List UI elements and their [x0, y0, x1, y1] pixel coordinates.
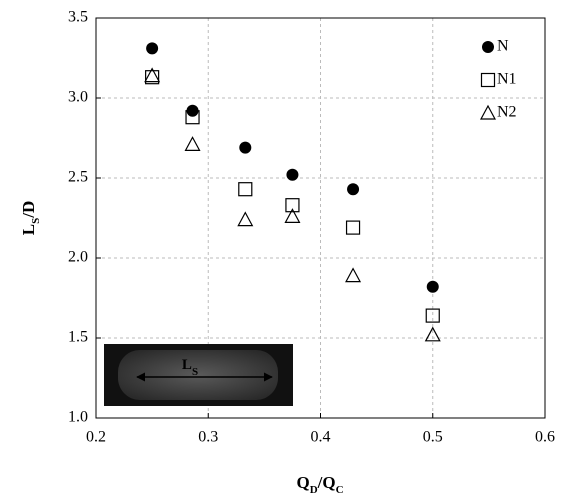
- label-part: /Q: [317, 473, 336, 492]
- x-tick-label: 0.3: [198, 429, 218, 446]
- label-part: Q: [296, 473, 309, 492]
- label-part: /D: [19, 201, 38, 219]
- y-tick-label: 3.0: [68, 89, 88, 106]
- legend-label: N1: [497, 71, 517, 88]
- point: [345, 267, 362, 283]
- label-part: S: [30, 218, 42, 224]
- legend-marker: [479, 104, 497, 120]
- x-tick-label: 0.4: [311, 429, 331, 446]
- legend-label: N2: [497, 104, 517, 121]
- x-tick-label: 0.6: [535, 429, 555, 446]
- y-tick-label: 2.5: [68, 169, 88, 186]
- point: [347, 183, 360, 196]
- axes: 1.0 1.5 2.0 2.5 3.0 3.5 0.2 0.3 0.4 0.5 0.6: [68, 9, 555, 446]
- point: [345, 220, 361, 235]
- point: [239, 141, 252, 154]
- y-tick-label: 1.5: [68, 329, 88, 346]
- legend: N N1 N2: [479, 38, 517, 121]
- label-part: S: [192, 366, 198, 378]
- y-tick-label: 2.0: [68, 249, 88, 266]
- label-part: L: [19, 224, 38, 235]
- data-marks: [144, 42, 441, 342]
- point: [424, 326, 441, 342]
- point: [425, 308, 440, 323]
- point: [284, 208, 301, 223]
- point: [238, 182, 253, 197]
- x-axis-title: QD/QC: [296, 473, 343, 495]
- y-axis-title: LS/D: [19, 201, 42, 235]
- x-tick-label: 0.5: [423, 429, 443, 446]
- point: [285, 198, 300, 213]
- point: [237, 211, 254, 227]
- legend-marker: [480, 72, 496, 88]
- point: [185, 110, 200, 125]
- label-part: C: [336, 484, 344, 495]
- label-part: D: [310, 484, 318, 495]
- point: [426, 280, 439, 293]
- point: [144, 67, 161, 83]
- legend-marker: [482, 41, 494, 53]
- x-tick-label: 0.2: [86, 429, 106, 446]
- label-part: L: [182, 357, 192, 373]
- point: [146, 42, 159, 55]
- y-tick-label: 1.0: [68, 409, 88, 426]
- point: [286, 168, 299, 181]
- inset-image: LS: [104, 344, 293, 406]
- y-tick-label: 3.5: [68, 9, 88, 26]
- inset-label: LS: [182, 357, 198, 377]
- legend-label: N: [497, 38, 509, 55]
- point: [184, 136, 201, 151]
- point: [145, 70, 160, 85]
